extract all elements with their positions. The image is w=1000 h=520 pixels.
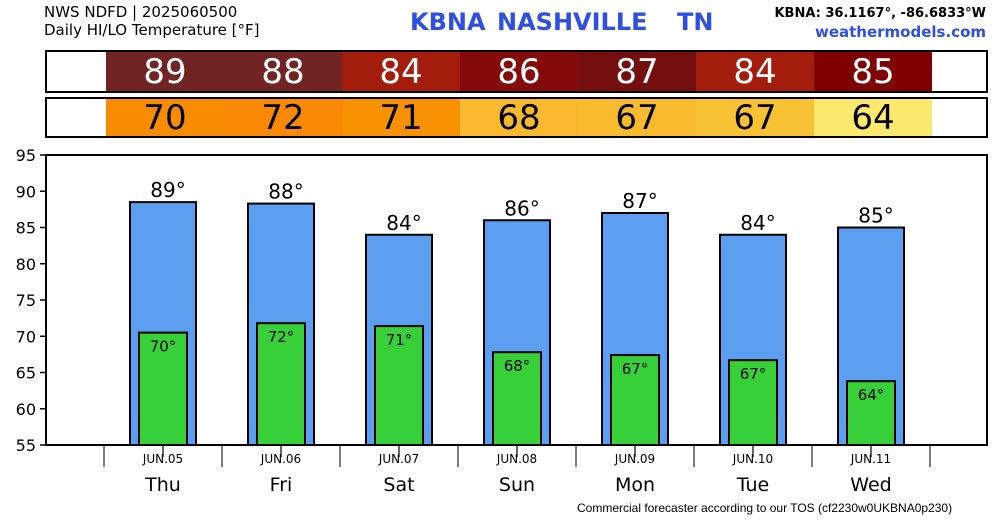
day-label: Sun [499, 474, 535, 496]
lo-cell: 71 [342, 98, 460, 138]
hi-bar-label: 86° [504, 196, 539, 220]
date-label: JUN.11 [850, 452, 891, 466]
y-tick-label: 65 [16, 364, 36, 383]
lo-cell: 67 [696, 98, 814, 138]
date-label: JUN.05 [142, 452, 183, 466]
lo-cell: 70 [106, 98, 224, 138]
hi-bar-label: 88° [268, 180, 303, 204]
lo-cell: 67 [578, 98, 696, 138]
day-label: Mon [615, 474, 655, 496]
y-tick-label: 60 [16, 400, 36, 419]
product-title: NWS NDFD | 2025060500 [44, 3, 238, 21]
low-temp-strip: 70 72 71 68 67 67 64 [45, 97, 988, 138]
date-label: JUN.10 [732, 452, 773, 466]
lo-bar-label: 67° [622, 360, 649, 378]
lo-bar-label: 70° [150, 338, 177, 356]
y-tick-label: 70 [16, 327, 36, 346]
hi-cell: 88 [224, 52, 342, 92]
hi-cell: 87 [578, 52, 696, 92]
lo-bar-label: 64° [858, 386, 885, 404]
hi-bar-label: 85° [858, 204, 893, 228]
y-tick-label: 90 [16, 182, 36, 201]
lo-cell: 68 [460, 98, 578, 138]
high-temp-strip: 89 88 84 86 87 84 85 [45, 50, 988, 93]
day-label: Sat [383, 474, 414, 496]
hi-bar-label: 84° [740, 211, 775, 235]
date-label: JUN.08 [496, 452, 537, 466]
day-label: Tue [736, 474, 769, 496]
station-state: TN [677, 8, 714, 36]
lo-bar-label: 71° [386, 331, 413, 349]
lo-bar [138, 331, 188, 446]
station-city: NASHVILLE [497, 8, 648, 36]
y-tick-label: 75 [16, 291, 36, 310]
date-label: JUN.06 [260, 452, 301, 466]
date-label: JUN.09 [614, 452, 655, 466]
y-tick-label: 55 [16, 436, 36, 455]
lo-bar [846, 380, 896, 447]
lo-cell: 64 [814, 98, 932, 138]
lo-bar [492, 351, 542, 447]
lo-bar [256, 322, 306, 447]
day-label: Fri [270, 474, 293, 496]
lo-bar-label: 67° [740, 365, 767, 383]
hi-bar-label: 89° [150, 178, 185, 202]
chart-subtitle: Daily HI/LO Temperature [°F] [44, 21, 260, 39]
station-coordinates: KBNA: 36.1167°, -86.6833°W [774, 6, 986, 21]
day-label: Wed [850, 474, 891, 496]
hi-cell: 84 [696, 52, 814, 92]
date-label: JUN.07 [378, 452, 419, 466]
plot-frame [45, 154, 988, 446]
day-label: Thu [144, 474, 181, 496]
lo-cell: 72 [224, 98, 342, 138]
hi-cell: 89 [106, 52, 224, 92]
station-id: KBNA [410, 8, 486, 36]
y-tick-label: 80 [16, 255, 36, 274]
y-tick-label: 85 [16, 219, 36, 238]
site-link[interactable]: weathermodels.com [814, 23, 986, 41]
hi-cell: 84 [342, 52, 460, 92]
hi-cell: 85 [814, 52, 932, 92]
y-tick-label: 95 [16, 146, 36, 165]
footer-tos: Commercial forecaster according to our T… [577, 501, 953, 515]
hi-bar-label: 84° [386, 211, 421, 235]
lo-bar-label: 68° [504, 357, 531, 375]
hi-cell: 86 [460, 52, 578, 92]
lo-bar-label: 72° [268, 328, 295, 346]
hi-bar-label: 87° [622, 189, 657, 213]
